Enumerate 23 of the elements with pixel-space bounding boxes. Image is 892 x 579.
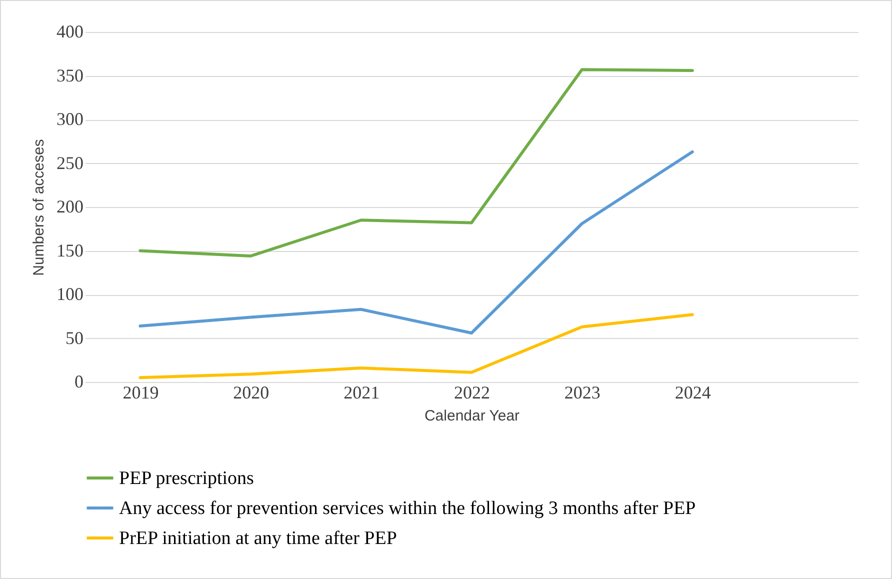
y-tick-label: 200 (56, 196, 84, 216)
legend-label: PEP prescriptions (119, 468, 254, 489)
y-axis-title: Numbers of acceses (30, 139, 48, 276)
y-tick-label: 300 (56, 109, 84, 129)
y-tick-label: 100 (56, 284, 84, 304)
y-tick-label: 0 (74, 372, 84, 392)
x-axis-title: Calendar Year (424, 408, 520, 424)
y-tick-label: 50 (66, 328, 84, 348)
x-tick-label: 2021 (344, 382, 380, 402)
x-tick-label: 2023 (564, 382, 600, 402)
y-tick-label: 150 (56, 240, 84, 260)
x-tick-label: 2019 (122, 382, 159, 402)
legend-label: Any access for prevention services within the following 3 months after PEP (119, 498, 696, 519)
x-tick-label: 2020 (233, 382, 270, 402)
line-series (138, 68, 694, 258)
y-tick-label: 250 (56, 152, 84, 173)
y-tick-label: 350 (56, 65, 84, 86)
y-tick-label: 400 (56, 22, 84, 42)
line-series (138, 313, 694, 380)
x-tick-label: 2022 (454, 382, 490, 402)
line-series (138, 150, 694, 334)
legend-label: PrEP initiation at any time after PEP (119, 528, 397, 549)
x-tick-label: 2024 (674, 382, 711, 402)
